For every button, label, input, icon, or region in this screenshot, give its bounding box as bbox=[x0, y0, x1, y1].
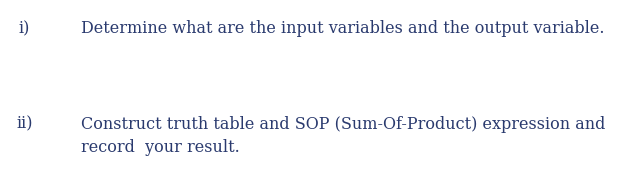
Text: i): i) bbox=[19, 20, 30, 37]
Text: Determine what are the input variables and the output variable.: Determine what are the input variables a… bbox=[81, 20, 604, 37]
Text: Construct truth table and SOP (Sum-Of-Product) expression and
record  your resul: Construct truth table and SOP (Sum-Of-Pr… bbox=[81, 116, 605, 156]
Text: ii): ii) bbox=[17, 116, 33, 133]
